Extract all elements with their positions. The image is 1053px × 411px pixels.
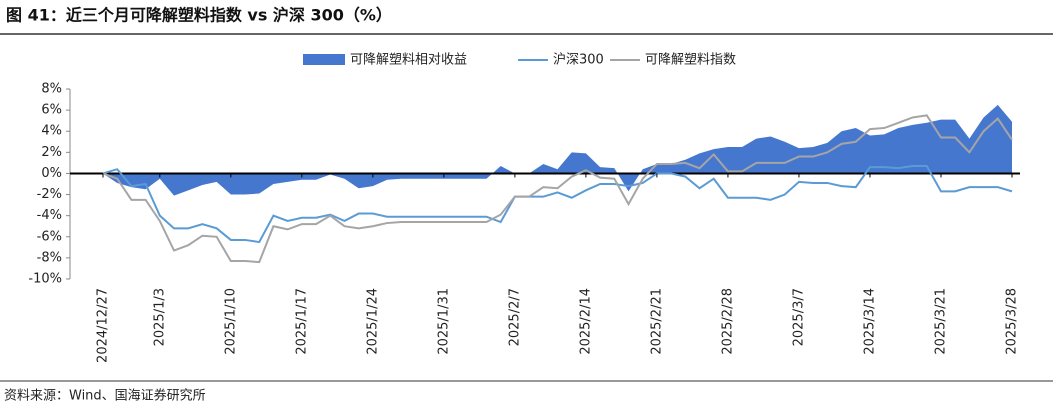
y-tick-label: -8% — [37, 250, 62, 265]
x-tick-label: 2025/1/3 — [152, 288, 167, 346]
x-tick-label: 2025/3/14 — [862, 288, 877, 355]
x-tick-label: 2025/3/21 — [933, 288, 948, 355]
legend-label: 可降解塑料相对收益 — [350, 53, 467, 68]
x-tick-label: 2025/3/28 — [1005, 288, 1020, 355]
source-note: 资料来源：Wind、国海证券研究所 — [4, 388, 206, 404]
x-tick-label: 2024/12/27 — [96, 288, 111, 363]
y-tick-label: 8% — [41, 82, 62, 97]
legend-label: 沪深300 — [553, 52, 604, 68]
x-tick-label: 2025/1/31 — [436, 288, 451, 355]
y-tick-label: 2% — [41, 145, 62, 160]
y-tick-label: 4% — [41, 124, 62, 139]
line — [102, 165, 1013, 244]
y-tick-label: -4% — [37, 208, 62, 223]
legend-swatch — [303, 54, 345, 65]
y-tick-label: -6% — [37, 229, 62, 244]
y-tick-label: -10% — [28, 272, 62, 287]
legend-label: 可降解塑料指数 — [645, 53, 736, 68]
x-tick-label: 2025/1/24 — [365, 288, 380, 355]
area — [103, 104, 1012, 196]
x-tick-label: 2025/2/28 — [720, 288, 735, 355]
y-tick-label: 0% — [41, 166, 62, 181]
x-tick-label: 2025/2/21 — [649, 288, 664, 355]
y-tick-label: -2% — [37, 187, 62, 202]
x-tick-label: 2025/3/7 — [791, 288, 806, 346]
x-tick-label: 2025/1/10 — [223, 288, 238, 355]
y-tick-label: 6% — [41, 103, 62, 118]
line — [102, 114, 1013, 264]
x-tick-label: 2025/2/14 — [578, 288, 593, 355]
x-tick-label: 2025/1/17 — [294, 288, 309, 355]
x-tick-label: 2025/2/7 — [507, 288, 522, 346]
chart-title: 图 41：近三个月可降解塑料指数 vs 沪深 300（%） — [6, 6, 392, 25]
